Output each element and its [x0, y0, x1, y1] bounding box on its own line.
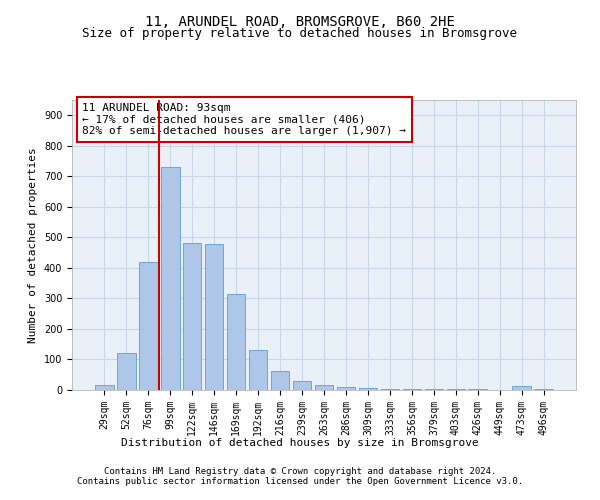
- Y-axis label: Number of detached properties: Number of detached properties: [28, 147, 38, 343]
- Bar: [337, 387, 355, 390]
- Bar: [117, 353, 136, 390]
- Bar: [380, 389, 399, 390]
- Text: 11, ARUNDEL ROAD, BROMSGROVE, B60 2HE: 11, ARUNDEL ROAD, BROMSGROVE, B60 2HE: [145, 15, 455, 29]
- Bar: [271, 371, 289, 390]
- Bar: [161, 166, 179, 390]
- Text: Contains HM Land Registry data © Crown copyright and database right 2024.: Contains HM Land Registry data © Crown c…: [104, 467, 496, 476]
- Text: 11 ARUNDEL ROAD: 93sqm
← 17% of detached houses are smaller (406)
82% of semi-de: 11 ARUNDEL ROAD: 93sqm ← 17% of detached…: [82, 103, 406, 136]
- Bar: [139, 262, 158, 390]
- Text: Contains public sector information licensed under the Open Government Licence v3: Contains public sector information licen…: [77, 477, 523, 486]
- Bar: [293, 382, 311, 390]
- Bar: [227, 294, 245, 390]
- Bar: [205, 244, 223, 390]
- Bar: [95, 384, 113, 390]
- Text: Size of property relative to detached houses in Bromsgrove: Size of property relative to detached ho…: [83, 28, 517, 40]
- Bar: [425, 389, 443, 390]
- Bar: [535, 389, 553, 390]
- Bar: [314, 384, 334, 390]
- Bar: [359, 388, 377, 390]
- Bar: [512, 386, 531, 390]
- Bar: [403, 389, 421, 390]
- Bar: [183, 244, 202, 390]
- Bar: [446, 389, 465, 390]
- Text: Distribution of detached houses by size in Bromsgrove: Distribution of detached houses by size …: [121, 438, 479, 448]
- Bar: [249, 350, 268, 390]
